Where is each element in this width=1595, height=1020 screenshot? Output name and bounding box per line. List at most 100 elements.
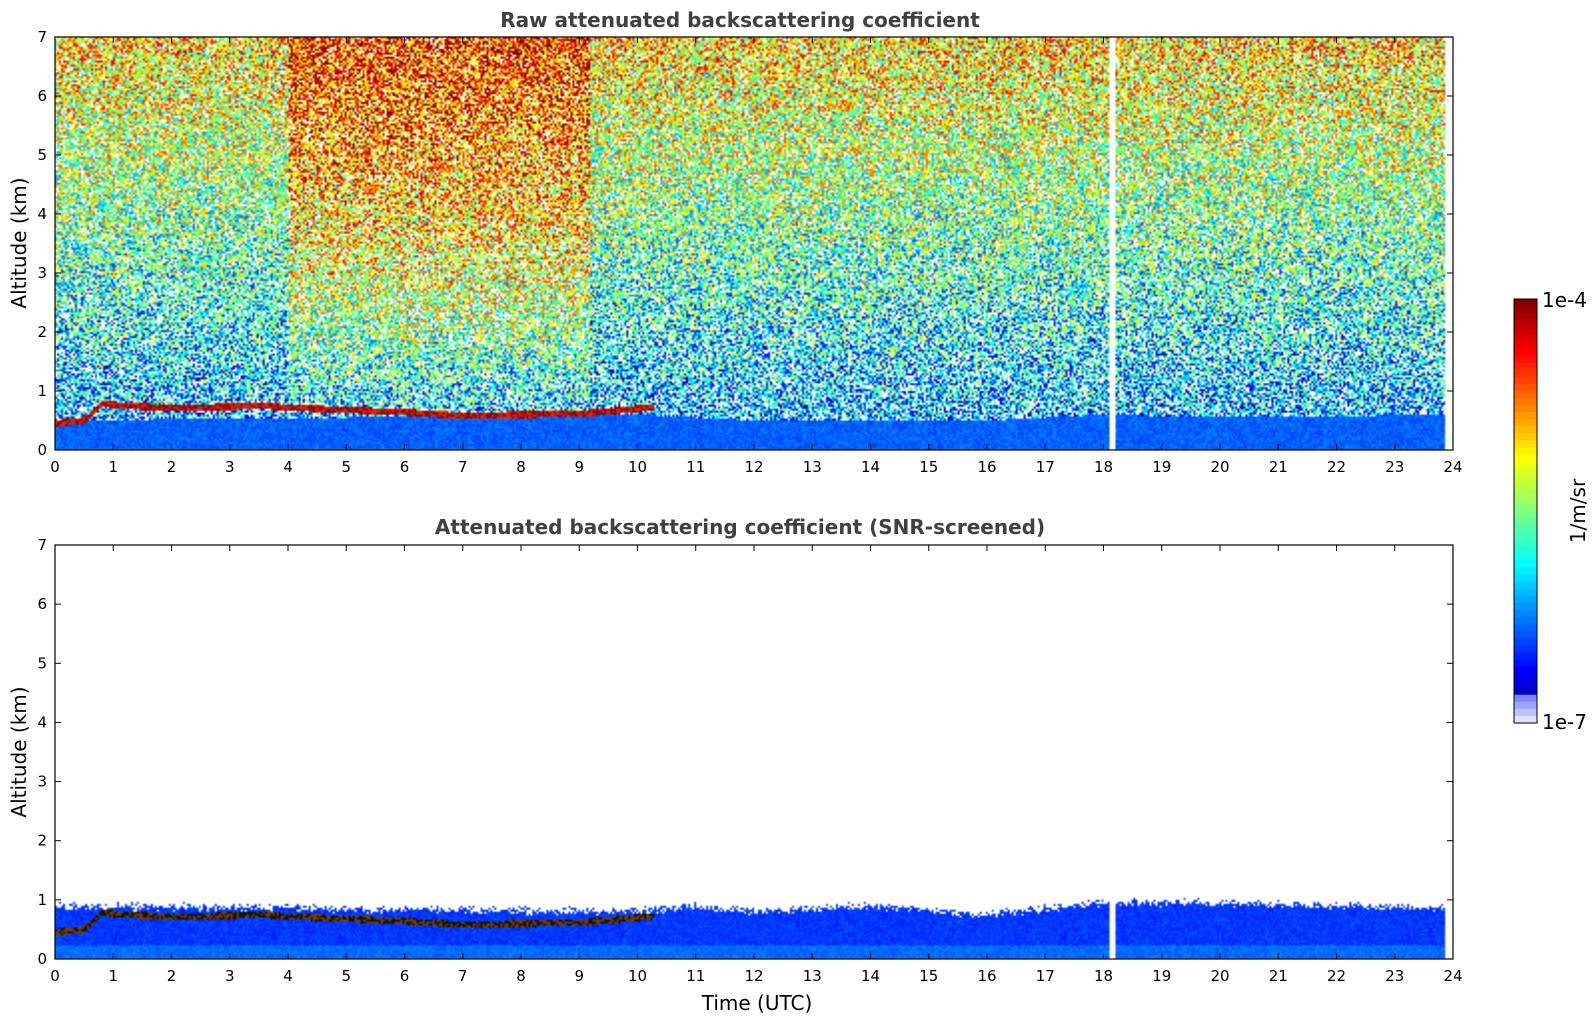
panel-screened-y-ticks: 0 1 2 3 4 5 6 7 [37, 536, 1453, 968]
x-tick-label: 0 [50, 967, 60, 985]
x-tick-label: 24 [1443, 458, 1462, 476]
panel-raw-x-ticks: 0 1 2 3 4 5 6 7 8 9 10 11 12 13 14 15 16 17 18 19 20 21 22 23 24 [50, 37, 1463, 476]
x-tick-label: 3 [225, 967, 235, 985]
colorbar-step [1514, 489, 1537, 498]
colorbar-step [1514, 426, 1537, 434]
colorbar-step [1514, 588, 1537, 597]
y-tick-label: 2 [37, 323, 47, 341]
x-tick-label: 1 [108, 967, 118, 985]
panel-raw-heatmap [55, 37, 1453, 450]
y-tick-label: 2 [37, 832, 47, 850]
x-tick-label: 11 [686, 967, 705, 985]
x-tick-label: 1 [108, 458, 118, 476]
colorbar-step [1514, 355, 1537, 364]
y-tick-label: 3 [37, 773, 47, 791]
colorbar-step [1514, 525, 1537, 533]
colorbar-step [1514, 369, 1537, 378]
x-tick-label: 9 [574, 967, 584, 985]
colorbar-step [1514, 468, 1537, 477]
x-tick-label: 21 [1269, 458, 1288, 476]
x-tick-label: 12 [744, 967, 763, 985]
x-tick-label: 8 [516, 458, 526, 476]
x-tick-label: 5 [341, 458, 351, 476]
colorbar-step [1514, 638, 1537, 646]
x-tick-label: 12 [744, 458, 763, 476]
colorbar-step [1514, 454, 1537, 463]
x-tick-label: 17 [1036, 967, 1055, 985]
colorbar-step [1514, 341, 1537, 350]
y-tick-label: 4 [37, 713, 47, 731]
x-tick-label: 7 [458, 458, 468, 476]
x-tick-label: 15 [919, 967, 938, 985]
colorbar-step [1514, 475, 1537, 484]
x-tick-label: 4 [283, 967, 293, 985]
colorbar-step [1514, 433, 1537, 441]
colorbar-step [1514, 412, 1537, 420]
colorbar-step [1514, 631, 1537, 639]
colorbar-step [1514, 383, 1537, 392]
x-tick-label: 20 [1210, 967, 1229, 985]
x-tick-label: 21 [1269, 967, 1288, 985]
colorbar-step [1514, 701, 1537, 710]
colorbar-step [1514, 581, 1537, 590]
x-tick-label: 17 [1036, 458, 1055, 476]
colorbar-step [1514, 546, 1537, 554]
panel-raw-title: Raw attenuated backscattering coefficien… [500, 8, 980, 32]
x-tick-label: 18 [1094, 458, 1113, 476]
x-tick-label: 7 [458, 967, 468, 985]
colorbar-step [1514, 518, 1537, 526]
panel-screened-x-ticks: 0 1 2 3 4 5 6 7 8 9 10 11 12 13 14 15 16 17 18 19 20 21 22 23 24 [50, 545, 1463, 985]
colorbar-gradient [1514, 299, 1537, 724]
colorbar-min-label: 1e-7 [1542, 710, 1587, 734]
colorbar-unit-label: 1/m/sr [1566, 478, 1590, 543]
colorbar-step [1514, 440, 1537, 448]
colorbar-step [1514, 652, 1537, 660]
colorbar-step [1514, 624, 1537, 632]
colorbar-step [1514, 482, 1537, 491]
x-tick-label: 15 [919, 458, 938, 476]
y-tick-label: 0 [37, 441, 47, 459]
colorbar-max-label: 1e-4 [1542, 288, 1587, 312]
colorbar-step [1514, 362, 1537, 371]
colorbar-step [1514, 503, 1537, 512]
colorbar-step [1514, 299, 1537, 307]
x-tick-label: 8 [516, 967, 526, 985]
x-tick-label: 18 [1094, 967, 1113, 985]
colorbar-step [1514, 680, 1537, 689]
panel-screened: Attenuated backscattering coefficient (S… [7, 515, 1463, 1015]
panel-raw-y-ticks: 0 1 2 3 4 5 6 7 [37, 28, 1453, 459]
colorbar-step [1514, 511, 1537, 519]
colorbar-step [1514, 447, 1537, 456]
x-tick-label: 10 [628, 967, 647, 985]
x-tick-label: 10 [628, 458, 647, 476]
panel-screened-ylabel: Altitude (km) [7, 686, 31, 817]
x-tick-label: 16 [977, 967, 996, 985]
x-tick-label: 23 [1385, 967, 1404, 985]
panel-screened-title: Attenuated backscattering coefficient (S… [435, 515, 1045, 539]
colorbar-step [1514, 602, 1537, 611]
colorbar-step [1514, 539, 1537, 547]
x-tick-label: 14 [861, 458, 880, 476]
colorbar-step [1514, 617, 1537, 625]
x-tick-label: 22 [1327, 458, 1346, 476]
colorbar-step [1514, 419, 1537, 427]
x-tick-label: 19 [1152, 967, 1171, 985]
colorbar-step [1514, 327, 1537, 335]
x-tick-label: 24 [1443, 967, 1462, 985]
colorbar-step [1514, 348, 1537, 357]
colorbar-step [1514, 666, 1537, 675]
x-tick-label: 6 [400, 458, 410, 476]
y-tick-label: 4 [37, 205, 47, 223]
colorbar-step [1514, 687, 1537, 696]
x-tick-label: 4 [283, 458, 293, 476]
x-tick-label: 13 [803, 967, 822, 985]
colorbar-step [1514, 306, 1537, 314]
colorbar-step [1514, 715, 1537, 724]
y-tick-label: 7 [37, 28, 47, 46]
y-tick-label: 0 [37, 950, 47, 968]
colorbar-step [1514, 659, 1537, 668]
x-tick-label: 9 [574, 458, 584, 476]
colorbar: 1e-4 1e-7 1/m/sr [1513, 288, 1590, 734]
y-tick-label: 1 [37, 382, 47, 400]
